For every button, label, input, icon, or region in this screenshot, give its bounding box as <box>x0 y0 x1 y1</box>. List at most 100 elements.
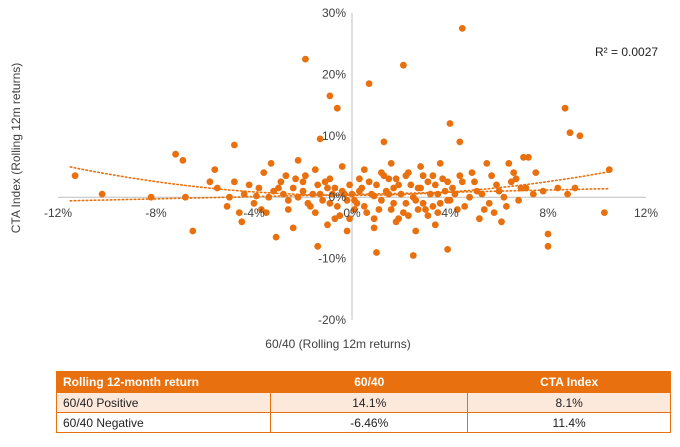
data-point <box>431 181 439 189</box>
data-point <box>493 181 500 189</box>
data-point <box>434 190 442 198</box>
header-rolling-return: Rolling 12-month return <box>55 371 272 393</box>
data-point <box>309 190 317 198</box>
data-point <box>454 206 461 213</box>
data-point <box>395 215 402 223</box>
data-point <box>329 190 336 198</box>
y-tick-label: -20% <box>318 313 346 327</box>
data-point <box>436 160 444 167</box>
data-point <box>289 224 297 232</box>
data-point <box>260 169 268 177</box>
data-point <box>407 181 415 189</box>
data-point <box>346 215 353 223</box>
data-point <box>98 190 106 198</box>
data-point <box>605 166 613 174</box>
data-point <box>466 193 473 201</box>
data-point <box>405 212 412 220</box>
data-point <box>439 175 446 183</box>
data-point <box>262 209 270 217</box>
data-point <box>373 181 380 189</box>
data-point <box>231 178 238 186</box>
data-point <box>444 246 451 253</box>
data-point <box>414 206 422 213</box>
data-point <box>409 252 417 259</box>
data-point <box>424 178 432 186</box>
data-point <box>554 184 562 192</box>
data-point <box>385 175 393 183</box>
data-point <box>324 184 331 192</box>
data-point <box>206 178 214 186</box>
data-point <box>343 227 351 235</box>
data-point <box>71 172 79 180</box>
data-point <box>387 160 395 167</box>
table-row: 60/40 Positive 14.1% 8.1% <box>55 392 671 413</box>
data-point <box>231 141 238 149</box>
data-point <box>182 193 189 201</box>
data-point <box>483 160 491 167</box>
data-point <box>422 206 429 213</box>
data-point <box>544 230 552 238</box>
data-point <box>498 218 505 226</box>
data-point <box>441 187 449 195</box>
data-point <box>525 153 532 161</box>
data-point <box>566 129 574 137</box>
data-point <box>512 175 520 183</box>
data-point <box>267 160 275 167</box>
data-point <box>392 175 400 183</box>
data-point <box>517 184 525 192</box>
data-point <box>471 178 478 186</box>
data-point <box>461 203 469 210</box>
data-point <box>314 242 322 250</box>
data-point <box>240 190 248 198</box>
cta-value: 8.1% <box>467 392 671 413</box>
data-point <box>353 199 361 207</box>
data-point <box>338 187 346 195</box>
data-point <box>520 153 527 161</box>
data-point <box>561 104 569 112</box>
x-tick-label: -8% <box>145 206 167 220</box>
data-point <box>351 206 358 213</box>
header-cta-index: CTA Index <box>467 371 671 393</box>
data-point <box>324 221 331 229</box>
data-point <box>390 199 397 207</box>
data-point <box>397 190 405 198</box>
sixty-forty-value: 14.1% <box>270 392 469 413</box>
y-tick-label: -10% <box>318 252 346 266</box>
data-point <box>473 187 481 195</box>
data-point <box>505 160 513 167</box>
data-point <box>314 181 322 189</box>
x-tick-label: 4% <box>441 206 459 220</box>
data-point <box>539 187 547 195</box>
data-point <box>270 187 277 195</box>
data-point <box>490 209 498 217</box>
data-point <box>253 192 260 200</box>
data-point <box>576 132 584 140</box>
data-point <box>235 209 243 217</box>
data-point <box>311 209 319 217</box>
r-squared-annotation: R² = 0.0027 <box>595 45 658 59</box>
x-axis-title: 60/40 (Rolling 12m returns) <box>265 337 410 351</box>
data-point <box>275 184 282 192</box>
data-point <box>429 172 437 180</box>
data-point <box>510 169 518 177</box>
data-point <box>299 187 307 195</box>
data-point <box>223 203 231 210</box>
data-point <box>302 55 309 63</box>
data-point <box>375 206 383 213</box>
axes <box>58 13 646 320</box>
data-point <box>189 227 197 235</box>
tick-layer: -12% -8% -4% 0% 4% 8% 12% -20% -10% 0% 10% 20% 30% <box>44 6 658 327</box>
cta-value: 11.4% <box>467 412 671 433</box>
data-point <box>311 166 319 174</box>
data-point <box>147 193 155 201</box>
data-point <box>485 199 493 207</box>
data-point <box>255 184 263 192</box>
data-point <box>444 178 451 186</box>
point-layer <box>71 25 613 259</box>
data-point <box>343 196 351 204</box>
x-tick-label: -12% <box>44 206 72 220</box>
data-point <box>172 150 180 158</box>
data-point <box>387 206 395 213</box>
data-point <box>333 104 341 112</box>
data-point <box>292 175 299 183</box>
